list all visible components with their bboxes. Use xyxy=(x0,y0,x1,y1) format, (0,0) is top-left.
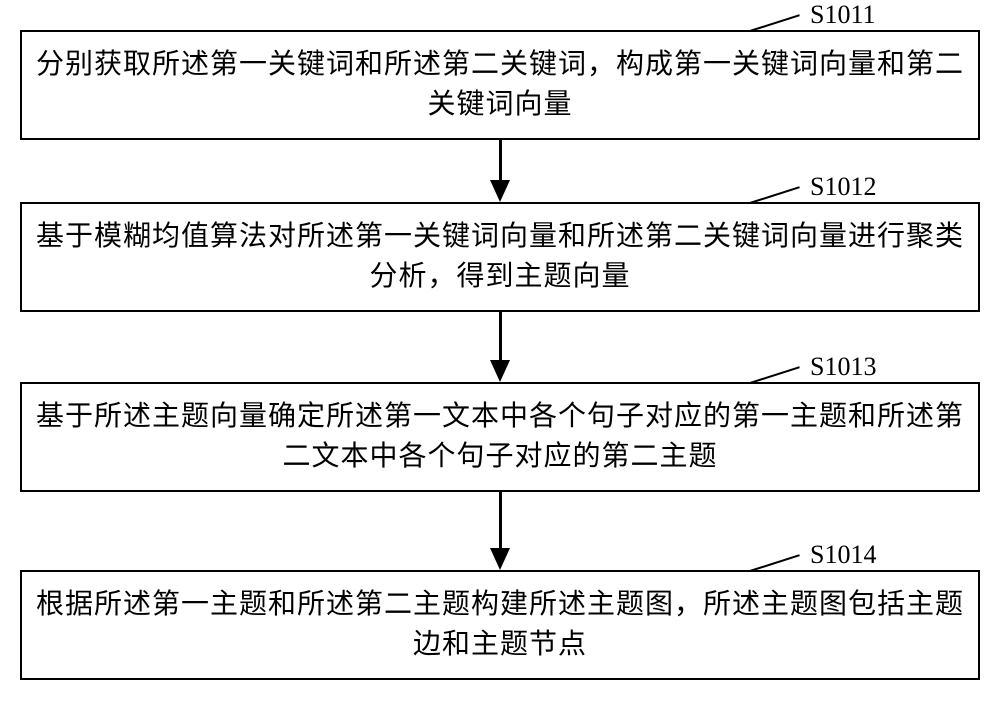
flowchart-canvas: 分别获取所述第一关键词和所述第二关键词，构成第一关键词向量和第二关键词向量 S10… xyxy=(0,0,1000,716)
arrow-shaft xyxy=(499,312,502,360)
step-label-4: S1014 xyxy=(810,540,876,570)
step-label-1: S1011 xyxy=(810,0,876,30)
step-label-3: S1013 xyxy=(810,352,876,382)
arrow-shaft xyxy=(499,492,502,548)
arrow-head-icon xyxy=(490,360,510,382)
flow-node-4: 根据所述第一主题和所述第二主题构建所述主题图，所述主题图包括主题边和主题节点 xyxy=(20,570,980,680)
flow-node-text: 基于所述主题向量确定所述第一文本中各个句子对应的第一主题和所述第二文本中各个句子… xyxy=(22,397,978,477)
flow-node-text: 基于模糊均值算法对所述第一关键词向量和所述第二关键词向量进行聚类分析，得到主题向… xyxy=(22,217,978,297)
flow-node-3: 基于所述主题向量确定所述第一文本中各个句子对应的第一主题和所述第二文本中各个句子… xyxy=(20,382,980,492)
flow-node-1: 分别获取所述第一关键词和所述第二关键词，构成第一关键词向量和第二关键词向量 xyxy=(20,30,980,140)
arrow-head-icon xyxy=(490,548,510,570)
flow-node-text: 根据所述第一主题和所述第二主题构建所述主题图，所述主题图包括主题边和主题节点 xyxy=(22,585,978,665)
flow-node-text: 分别获取所述第一关键词和所述第二关键词，构成第一关键词向量和第二关键词向量 xyxy=(22,45,978,125)
step-label-2: S1012 xyxy=(810,172,876,202)
flow-node-2: 基于模糊均值算法对所述第一关键词向量和所述第二关键词向量进行聚类分析，得到主题向… xyxy=(20,202,980,312)
arrow-head-icon xyxy=(490,180,510,202)
arrow-shaft xyxy=(499,140,502,180)
